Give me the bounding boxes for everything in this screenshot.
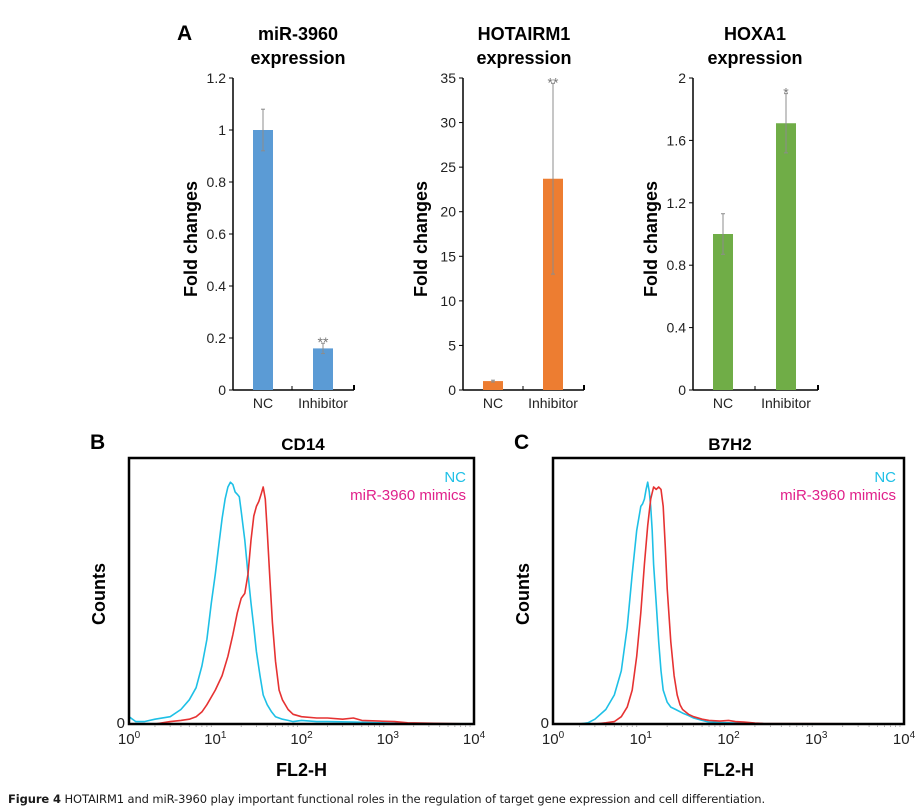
x-tick-label: 100 — [542, 730, 565, 748]
panel-label-a: A — [177, 22, 192, 45]
y-tick-label: 0.8 — [207, 174, 227, 190]
y-axis-label: Fold changes — [181, 181, 201, 297]
bar-inhibitor — [543, 178, 563, 390]
plot-frame — [551, 456, 906, 726]
significance-marker: * — [783, 85, 789, 101]
x-category-label: Inhibitor — [298, 395, 348, 411]
x-category-label: NC — [713, 395, 733, 411]
histogram-b7h2: B7H2 Counts 100 101 102 103 104 0 FL2-H NCmiR-396… — [513, 435, 916, 780]
histogram-cd14: CD14 Counts 100 101 102 103 104 0 FL2-H NCmiR-396… — [89, 435, 486, 780]
chart-title-line: HOXA1 — [724, 24, 786, 44]
x-category-label: NC — [253, 395, 273, 411]
bar-chart-1: miR-3960 expression Fold changes 0 0.2 0.4 0.6… — [181, 24, 355, 411]
y-axis-label: Fold changes — [641, 181, 661, 297]
bar-charts-panel-a: miR-3960 expression Fold changes 0 0.2 0.4 0.6… — [181, 24, 819, 411]
bar-inhibitor — [776, 123, 796, 391]
y-tick-label: 20 — [440, 204, 456, 220]
y-tick-label: 30 — [440, 115, 456, 131]
panel-label-b: B — [90, 431, 105, 454]
bar-nc — [253, 130, 273, 390]
chart-title-line: expression — [476, 48, 571, 68]
x-tick-label: 104 — [463, 730, 486, 748]
x-tick-label: 103 — [377, 730, 400, 748]
chart-title-line: expression — [250, 48, 345, 68]
bar-inhibitor — [313, 348, 333, 390]
x-category-label: NC — [483, 395, 503, 411]
y-axis-label: Counts — [89, 563, 109, 625]
legend-nc: NC — [444, 469, 466, 486]
y-tick-label: 0.6 — [207, 226, 227, 242]
chart-title-line: expression — [707, 48, 802, 68]
caption-text: HOTAIRM1 and miR-3960 play important fun… — [60, 792, 766, 806]
x-tick-label: 104 — [893, 730, 916, 748]
y-tick-label: 5 — [448, 337, 456, 353]
x-tick-label: 100 — [118, 730, 141, 748]
x-category-label: Inhibitor — [528, 395, 578, 411]
y-tick-label: 15 — [440, 248, 456, 264]
x-tick-label: 102 — [290, 730, 313, 748]
bar-chart-3: HOXA1 expression Fold changes 0 0.4 0.8 1.2 1.6… — [641, 24, 819, 411]
y-tick-label: 1.2 — [667, 195, 687, 211]
y-tick-label: 35 — [440, 70, 456, 86]
legend-mimics: miR-3960 mimics — [780, 487, 896, 504]
y-tick-label: 1.2 — [207, 70, 227, 86]
x-axis-label: FL2-H — [276, 760, 327, 780]
legend-mimics: miR-3960 mimics — [350, 487, 466, 504]
series-nc — [128, 481, 475, 725]
x-category-label: Inhibitor — [761, 395, 811, 411]
y-tick-label: 0 — [541, 715, 549, 732]
histogram-title: CD14 — [281, 435, 325, 454]
significance-marker: ** — [548, 74, 559, 90]
y-tick-label: 1.6 — [667, 132, 687, 148]
series-mir-3960-mimics — [553, 486, 905, 725]
y-tick-label: 0 — [117, 715, 125, 732]
x-tick-label: 101 — [630, 730, 653, 748]
plot-frame — [127, 456, 476, 726]
y-axis-label: Fold changes — [411, 181, 431, 297]
y-tick-label: 0.2 — [207, 330, 227, 346]
x-tick-label: 102 — [717, 730, 740, 748]
x-tick-label: 101 — [204, 730, 227, 748]
caption-label: Figure 4 — [8, 792, 61, 806]
y-tick-label: 2 — [678, 70, 686, 86]
figure-caption: Figure 4 HOTAIRM1 and miR-3960 play impo… — [8, 792, 765, 806]
chart-title-line: miR-3960 — [258, 24, 338, 44]
legend-nc: NC — [874, 469, 896, 486]
y-tick-label: 25 — [440, 159, 456, 175]
y-tick-label: 0.4 — [667, 320, 687, 336]
y-tick-label: 0 — [218, 382, 226, 398]
histogram-title: B7H2 — [708, 435, 751, 454]
y-tick-label: 10 — [440, 293, 456, 309]
panel-label-c: C — [514, 431, 529, 454]
y-tick-label: 0 — [448, 382, 456, 398]
y-tick-label: 0 — [678, 382, 686, 398]
bar-nc — [483, 381, 503, 390]
x-axis-label: FL2-H — [703, 760, 754, 780]
bar-chart-2: HOTAIRM1 expression Fold changes 0 5 10 15 20 25… — [411, 24, 585, 411]
significance-marker: ** — [318, 334, 329, 350]
x-tick-label: 103 — [805, 730, 828, 748]
y-tick-label: 0.8 — [667, 257, 687, 273]
series-nc — [553, 481, 904, 725]
bar-nc — [713, 234, 733, 390]
chart-title-line: HOTAIRM1 — [478, 24, 571, 44]
y-tick-label: 1 — [218, 122, 226, 138]
y-tick-label: 0.4 — [207, 278, 227, 294]
y-axis-label: Counts — [513, 563, 533, 625]
series-mir-3960-mimics — [129, 486, 475, 725]
